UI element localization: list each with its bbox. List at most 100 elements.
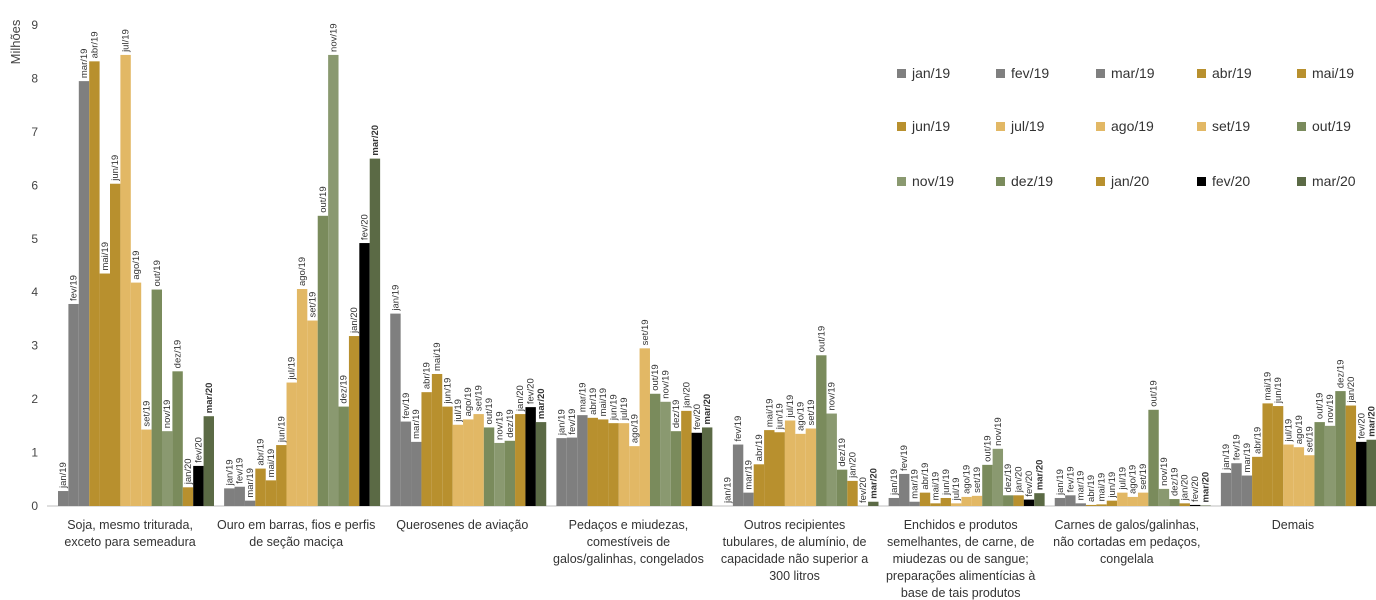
bar-fev-19	[1231, 463, 1242, 506]
legend-swatch	[1297, 177, 1306, 186]
data-label: out/19	[318, 186, 329, 212]
data-label: jan/19	[224, 459, 235, 486]
legend-label: set/19	[1212, 118, 1250, 134]
bar-fev-19	[899, 473, 910, 506]
legend-swatch	[996, 177, 1005, 186]
data-label: fev/19	[69, 275, 80, 301]
data-label: set/19	[474, 385, 485, 411]
bar-fev-20	[525, 407, 536, 506]
bar-out-19	[816, 355, 827, 506]
x-tick-label: Enchidos e produtos	[904, 518, 1018, 532]
data-label: mar/20	[1201, 472, 1212, 503]
data-label: jun/19	[775, 403, 786, 430]
data-label: out/19	[982, 435, 993, 461]
data-label: mar/20	[1367, 406, 1376, 437]
bar-jul-19	[1117, 492, 1128, 506]
data-label: nov/19	[993, 417, 1004, 446]
legend-label: fev/19	[1011, 65, 1049, 81]
data-label: set/19	[141, 401, 152, 427]
bar-out-19	[151, 289, 162, 506]
data-label: jul/19	[287, 357, 298, 381]
data-label: set/19	[1304, 426, 1315, 452]
data-label: mai/19	[1263, 372, 1274, 401]
bar-jan-20	[1013, 495, 1024, 506]
bar-jan-19	[58, 491, 69, 506]
y-tick-label: 6	[31, 178, 38, 192]
data-label: set/19	[806, 400, 817, 426]
data-label: ago/19	[1294, 415, 1305, 444]
bar-mar-19	[1075, 503, 1086, 506]
bar-mar-20	[701, 427, 713, 506]
data-label: jan/19	[58, 462, 69, 489]
data-label: mai/19	[100, 242, 111, 271]
bar-fev-20	[691, 432, 702, 506]
legend-swatch	[1096, 69, 1105, 78]
y-tick-label: 8	[31, 71, 38, 85]
bar-set-19	[473, 414, 484, 506]
bar-jan-20	[1179, 503, 1190, 506]
bar-jan-20	[847, 480, 858, 506]
data-labels-layer: jan/19fev/19mar/19abr/19mai/19jun/19jul/…	[58, 23, 1376, 504]
data-label: nov/19	[162, 400, 173, 429]
data-label: fev/20	[526, 378, 537, 404]
x-tick-label: Carnes de galos/galinhas,	[1055, 518, 1200, 532]
data-label: abr/19	[920, 463, 931, 490]
x-tick-label: base de tais produtos	[901, 586, 1021, 600]
data-label: fev/19	[567, 409, 578, 435]
bar-jul-19	[951, 503, 962, 506]
legend-swatch	[897, 122, 906, 131]
bar-abr-19	[255, 468, 266, 506]
x-tick-label: comestíveis de	[587, 535, 670, 549]
bar-mar-20	[369, 158, 381, 506]
data-label: ago/19	[463, 387, 474, 416]
data-label: ago/19	[131, 251, 142, 280]
data-label: nov/19	[661, 370, 672, 399]
data-label: abr/19	[89, 31, 100, 58]
bar-mar-19	[411, 441, 422, 506]
bar-fev-19	[234, 486, 245, 506]
data-label: jan/20	[183, 458, 194, 485]
data-label: mar/20	[536, 388, 547, 419]
bar-jan-19	[224, 488, 235, 506]
bar-jun-19	[1272, 406, 1284, 506]
x-tick-label: Ouro em barras, fios e perfis	[217, 518, 375, 532]
y-tick-label: 0	[31, 499, 38, 513]
data-label: fev/19	[401, 393, 412, 419]
legend-label: jan/19	[911, 65, 950, 81]
data-label: jul/19	[951, 478, 962, 502]
data-label: mai/19	[432, 342, 443, 371]
bar-jan-20	[681, 410, 692, 506]
data-label: mar/20	[868, 468, 879, 499]
data-label: abr/19	[422, 362, 433, 389]
bar-dez-19	[172, 371, 183, 506]
data-label: jan/19	[723, 477, 734, 504]
bar-nov-19	[826, 413, 837, 506]
bar-set-19	[307, 320, 318, 506]
bar-out-19	[317, 215, 329, 506]
data-label: jan/20	[1014, 466, 1025, 493]
bar-fev-20	[1023, 499, 1035, 506]
data-label: fev/20	[1356, 413, 1367, 439]
data-label: jun/19	[442, 378, 453, 405]
x-tick-label: Soja, mesmo triturada,	[67, 518, 193, 532]
bar-dez-19	[1169, 499, 1180, 506]
bar-jan-20	[348, 336, 360, 506]
legend-swatch	[1197, 69, 1206, 78]
bar-jun-19	[110, 183, 121, 507]
legend-swatch	[1197, 122, 1206, 131]
data-label: abr/19	[1252, 427, 1263, 454]
legend-label: nov/19	[912, 173, 954, 189]
data-label: fev/20	[360, 214, 371, 240]
data-label: jul/19	[453, 399, 464, 423]
bar-mar-20	[868, 501, 879, 506]
bar-dez-19	[670, 431, 682, 506]
bar-fev-19	[68, 303, 79, 506]
data-label: dez/19	[1169, 468, 1180, 497]
bar-mar-20	[1200, 505, 1211, 506]
data-label: mar/19	[245, 468, 256, 498]
data-label: mai/19	[1097, 473, 1108, 502]
bar-fev-20	[1356, 441, 1367, 506]
bar-jan-19	[390, 313, 401, 506]
data-label: jun/19	[941, 469, 952, 496]
